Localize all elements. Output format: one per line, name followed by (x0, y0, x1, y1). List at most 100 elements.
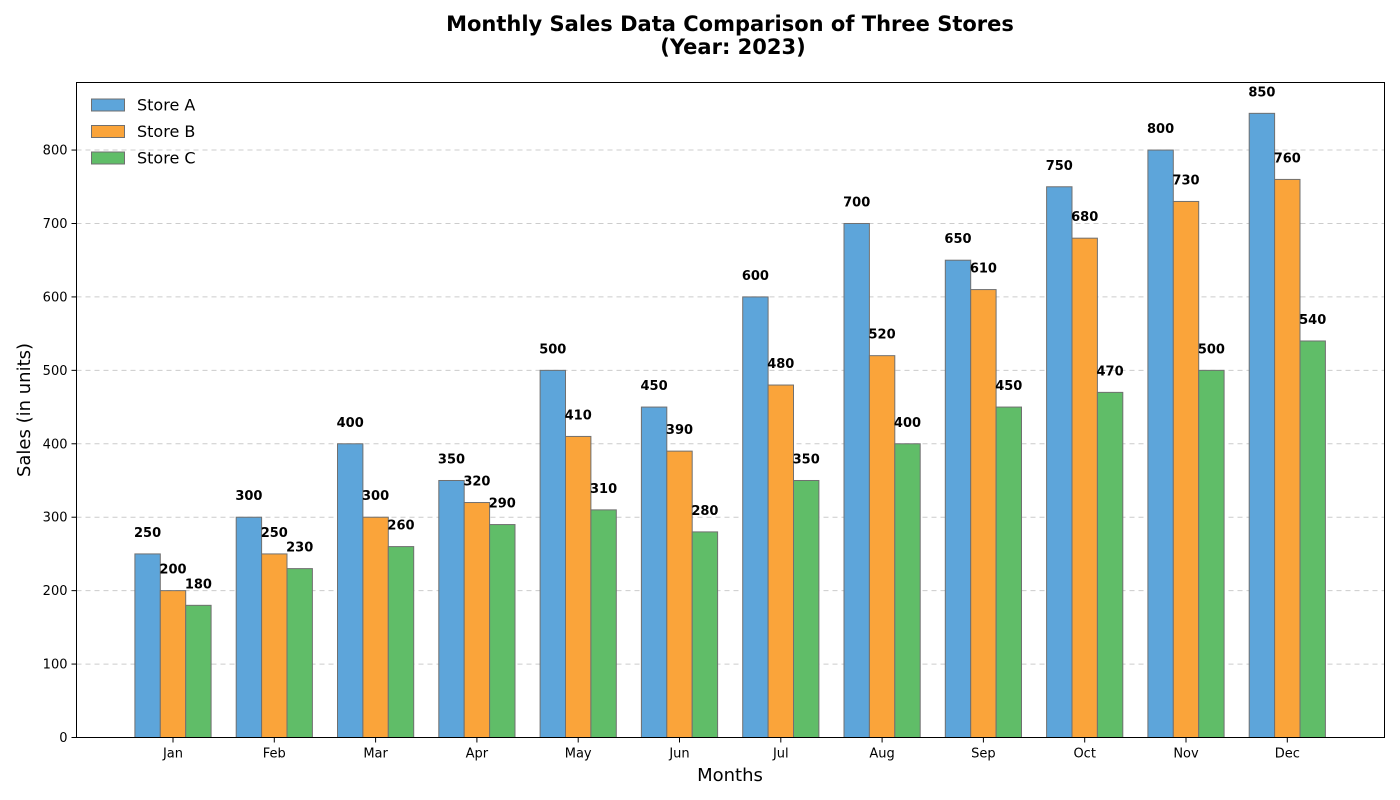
data-label-store-b-may: 410 (565, 408, 592, 423)
data-label-group: 250 300 400 350 500 450 600 700 650 750 800 850 200 2… (134, 85, 1326, 592)
bar-store-a-apr (438, 479, 465, 738)
x-tick-label: Mar (363, 747, 388, 762)
data-label-store-b-apr: 320 (463, 475, 490, 490)
x-tick-label: Jan (162, 747, 183, 762)
y-tick-label: 0 (59, 731, 67, 746)
x-tick-label: Nov (1173, 747, 1199, 762)
bar-store-c-sep (995, 406, 1022, 738)
data-label-store-a-jun: 450 (641, 379, 668, 394)
legend-label-store-a: Store A (137, 96, 195, 115)
bar-store-a-oct (1046, 186, 1073, 738)
data-label-store-a-nov: 800 (1147, 122, 1174, 137)
data-label-store-a-dec: 850 (1248, 85, 1275, 100)
bar-store-a-aug (843, 222, 870, 738)
bar-store-c-feb (286, 568, 313, 738)
data-label-store-a-sep: 650 (944, 232, 971, 247)
data-label-store-a-feb: 300 (235, 489, 262, 504)
bar-store-a-sep (944, 259, 972, 738)
bar-store-c-oct (1096, 391, 1124, 738)
legend-label-store-b: Store B (137, 122, 195, 141)
y-tick-label: 300 (43, 511, 68, 526)
legend: Store A Store B Store C (91, 96, 196, 168)
y-axis-label: Sales (in units) (14, 343, 35, 477)
x-tick-label: Sep (971, 747, 996, 762)
legend-swatch-store-c (91, 151, 125, 165)
data-label-store-c-oct: 470 (1097, 364, 1124, 379)
bar-store-c-nov (1198, 369, 1225, 738)
bar-series-group (134, 112, 1326, 739)
bar-store-c-aug (894, 443, 921, 738)
x-tick-label: May (565, 747, 592, 762)
data-label-store-b-jan: 200 (159, 563, 186, 578)
y-tick-label: 200 (43, 584, 68, 599)
x-tick-label: Jun (668, 747, 689, 762)
data-label-store-a-mar: 400 (337, 416, 364, 431)
data-label-store-b-sep: 610 (970, 262, 997, 277)
bar-store-b-jul (767, 384, 794, 738)
bar-store-b-oct (1071, 237, 1098, 739)
x-tick-label: Feb (263, 747, 286, 762)
bar-store-a-dec (1248, 112, 1276, 738)
y-tick-label: 600 (43, 290, 68, 305)
data-label-store-c-may: 310 (590, 482, 617, 497)
bar-store-c-jul (793, 479, 820, 738)
data-label-store-a-aug: 700 (843, 195, 870, 210)
data-label-store-a-jan: 250 (134, 526, 161, 541)
data-label-store-b-jul: 480 (767, 357, 794, 372)
data-label-store-c-jul: 350 (793, 452, 820, 467)
data-label-store-b-feb: 250 (261, 526, 288, 541)
data-label-store-c-mar: 260 (387, 519, 414, 534)
data-label-store-b-jun: 390 (666, 423, 693, 438)
y-tick-label: 800 (43, 144, 68, 159)
data-label-store-b-oct: 680 (1071, 210, 1098, 225)
bar-store-b-nov (1172, 200, 1200, 738)
y-tick-label: 500 (43, 364, 68, 379)
data-label-store-b-mar: 300 (362, 489, 389, 504)
y-tick-label: 400 (43, 437, 68, 452)
series-store-b (159, 178, 1301, 739)
data-label-store-a-apr: 350 (438, 452, 465, 467)
data-label-store-c-apr: 290 (489, 497, 516, 512)
bar-store-c-apr (489, 524, 516, 738)
bar-store-a-jan (134, 553, 161, 738)
bar-store-a-jul (742, 296, 769, 738)
data-label-store-a-jul: 600 (742, 269, 769, 284)
data-label-store-b-aug: 520 (869, 328, 896, 343)
y-tick-label: 700 (43, 217, 68, 232)
bar-store-a-mar (337, 443, 364, 738)
chart-title-line-2: (Year: 2023) (660, 35, 805, 59)
legend-label-store-c: Store C (137, 149, 196, 168)
x-tick-label: Oct (1073, 747, 1095, 762)
data-label-store-c-jun: 280 (691, 504, 718, 519)
bar-store-b-dec (1274, 178, 1301, 739)
legend-swatch-store-a (91, 98, 125, 112)
bar-store-c-mar (387, 546, 415, 738)
bar-store-b-may (565, 435, 592, 738)
bar-store-c-dec (1299, 340, 1326, 738)
chart-title-line-1: Monthly Sales Data Comparison of Three S… (446, 12, 1014, 36)
data-label-store-c-dec: 540 (1299, 313, 1326, 328)
x-tick-label: Jul (772, 747, 789, 762)
bar-store-b-aug (868, 355, 896, 738)
bar-store-b-apr (463, 502, 491, 739)
bar-store-b-jan (159, 590, 187, 739)
x-tick-label: Aug (869, 747, 894, 762)
bar-store-b-mar (362, 516, 389, 738)
x-axis-ticks: Jan Feb Mar Apr May Jun Jul Aug Sep Oct Nov Dec (162, 737, 1300, 762)
bar-store-c-jan (185, 604, 212, 739)
data-label-store-c-sep: 450 (995, 379, 1022, 394)
bar-store-b-feb (261, 553, 288, 738)
y-tick-label: 100 (43, 658, 68, 673)
bar-store-b-sep (970, 289, 997, 738)
bar-store-a-nov (1147, 149, 1174, 739)
bar-store-c-jun (691, 531, 719, 738)
x-axis-label: Months (697, 765, 763, 786)
bar-store-a-feb (235, 516, 263, 738)
plot-area-frame (76, 82, 1385, 738)
bar-store-b-jun (666, 450, 693, 738)
data-label-store-a-may: 500 (539, 342, 566, 357)
data-label-store-b-nov: 730 (1172, 173, 1199, 188)
data-label-store-b-dec: 760 (1274, 151, 1301, 166)
legend-swatch-store-b (91, 125, 125, 138)
